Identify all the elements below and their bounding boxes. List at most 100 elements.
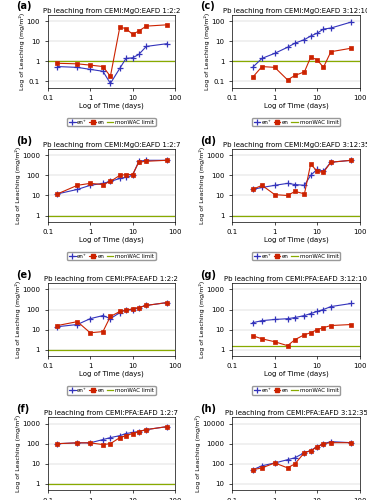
Line: en⁺: en⁺ bbox=[55, 300, 170, 330]
en bbox=[286, 465, 290, 471]
en bbox=[250, 467, 255, 473]
en⁺ bbox=[130, 55, 135, 61]
Text: (h): (h) bbox=[200, 404, 217, 414]
en⁺ bbox=[308, 172, 313, 178]
Line: en⁺: en⁺ bbox=[55, 158, 170, 196]
Text: (c): (c) bbox=[200, 2, 215, 12]
en bbox=[349, 322, 354, 328]
Text: (b): (b) bbox=[16, 136, 32, 145]
en bbox=[130, 306, 135, 312]
Line: en⁺: en⁺ bbox=[55, 424, 170, 446]
Text: (d): (d) bbox=[200, 136, 217, 145]
en bbox=[250, 74, 255, 80]
en bbox=[137, 159, 141, 165]
en⁺ bbox=[349, 19, 354, 25]
en⁺ bbox=[144, 302, 149, 308]
en bbox=[293, 336, 297, 342]
en bbox=[349, 45, 354, 51]
Y-axis label: Log of Leaching (mg/m²): Log of Leaching (mg/m²) bbox=[15, 415, 21, 492]
en⁺ bbox=[250, 186, 255, 192]
Title: Pb leaching from CEMI:MgO:EAFD 3:12:10: Pb leaching from CEMI:MgO:EAFD 3:12:10 bbox=[223, 8, 367, 14]
en⁺ bbox=[124, 430, 128, 436]
X-axis label: Log of Time (days): Log of Time (days) bbox=[264, 102, 328, 109]
en bbox=[308, 54, 313, 60]
en⁺ bbox=[293, 454, 297, 460]
en bbox=[302, 450, 307, 456]
en bbox=[101, 182, 105, 188]
en⁺ bbox=[137, 428, 141, 434]
en bbox=[55, 60, 60, 66]
en bbox=[165, 300, 169, 306]
en⁺ bbox=[75, 322, 80, 328]
en⁺ bbox=[75, 64, 80, 70]
en⁺ bbox=[108, 316, 113, 322]
X-axis label: Log of Time (days): Log of Time (days) bbox=[264, 236, 328, 243]
Y-axis label: Log of Leaching (mg/m²): Log of Leaching (mg/m²) bbox=[199, 147, 205, 224]
en bbox=[273, 192, 277, 198]
en bbox=[321, 440, 326, 446]
Title: Pb leaching from CEMI:MgO:EAFD 3:12:35: Pb leaching from CEMI:MgO:EAFD 3:12:35 bbox=[223, 142, 367, 148]
en⁺ bbox=[293, 40, 297, 46]
en⁺ bbox=[349, 158, 354, 164]
Legend: en⁺, en, monWAC limit: en⁺, en, monWAC limit bbox=[252, 386, 340, 394]
Y-axis label: Log of Leaching (mg/m²): Log of Leaching (mg/m²) bbox=[195, 415, 201, 492]
en bbox=[165, 424, 169, 430]
en bbox=[144, 23, 149, 29]
en⁺ bbox=[124, 306, 128, 312]
en bbox=[88, 180, 92, 186]
Title: Pb leaching from CEMI:PFA:EAFD 3:12:35: Pb leaching from CEMI:PFA:EAFD 3:12:35 bbox=[225, 410, 367, 416]
en bbox=[315, 168, 319, 174]
en⁺ bbox=[250, 64, 255, 70]
en bbox=[75, 182, 80, 188]
en bbox=[130, 172, 135, 177]
en⁺ bbox=[117, 310, 122, 316]
en⁺ bbox=[308, 33, 313, 39]
en bbox=[144, 426, 149, 432]
en⁺ bbox=[108, 178, 113, 184]
en⁺ bbox=[101, 312, 105, 318]
en bbox=[75, 318, 80, 324]
en⁺ bbox=[349, 300, 354, 306]
Line: en⁺: en⁺ bbox=[250, 19, 354, 70]
en bbox=[117, 172, 122, 178]
en bbox=[293, 461, 297, 467]
en bbox=[124, 172, 128, 177]
Title: Pb leaching from CEMI:PFA:EAFD 1:2:2: Pb leaching from CEMI:PFA:EAFD 1:2:2 bbox=[44, 276, 178, 282]
en⁺ bbox=[55, 191, 60, 197]
Title: Pb leaching from CEMI:PFA:EAFD 3:12:10: Pb leaching from CEMI:PFA:EAFD 3:12:10 bbox=[225, 276, 367, 282]
Line: en⁺: en⁺ bbox=[250, 439, 354, 472]
en⁺ bbox=[88, 66, 92, 72]
en bbox=[260, 64, 264, 70]
en⁺ bbox=[165, 424, 169, 430]
Line: en: en bbox=[56, 301, 168, 334]
en⁺ bbox=[137, 158, 141, 164]
en⁺ bbox=[144, 426, 149, 432]
en⁺ bbox=[101, 436, 105, 442]
en bbox=[137, 428, 141, 434]
en bbox=[273, 64, 277, 70]
Line: en⁺: en⁺ bbox=[55, 41, 170, 86]
en⁺ bbox=[75, 440, 80, 446]
en⁺ bbox=[260, 56, 264, 62]
en bbox=[117, 308, 122, 314]
Legend: en⁺, en, monWAC limit: en⁺, en, monWAC limit bbox=[67, 118, 156, 126]
en bbox=[117, 24, 122, 30]
Line: en: en bbox=[251, 323, 353, 347]
en⁺ bbox=[130, 172, 135, 178]
en bbox=[349, 440, 354, 446]
en bbox=[293, 188, 297, 194]
en⁺ bbox=[349, 440, 354, 446]
Y-axis label: Log of Leaching (mg/m²): Log of Leaching (mg/m²) bbox=[15, 147, 21, 224]
en bbox=[108, 440, 113, 446]
en bbox=[302, 332, 307, 338]
en⁺ bbox=[124, 56, 128, 62]
Y-axis label: Log of Leaching (mg/m²): Log of Leaching (mg/m²) bbox=[204, 12, 210, 90]
en bbox=[308, 448, 313, 454]
Line: en: en bbox=[251, 46, 353, 82]
en bbox=[286, 77, 290, 83]
X-axis label: Log of Time (days): Log of Time (days) bbox=[264, 371, 328, 378]
en⁺ bbox=[108, 80, 113, 86]
en⁺ bbox=[286, 456, 290, 462]
X-axis label: Log of Time (days): Log of Time (days) bbox=[79, 102, 144, 109]
en⁺ bbox=[273, 316, 277, 322]
